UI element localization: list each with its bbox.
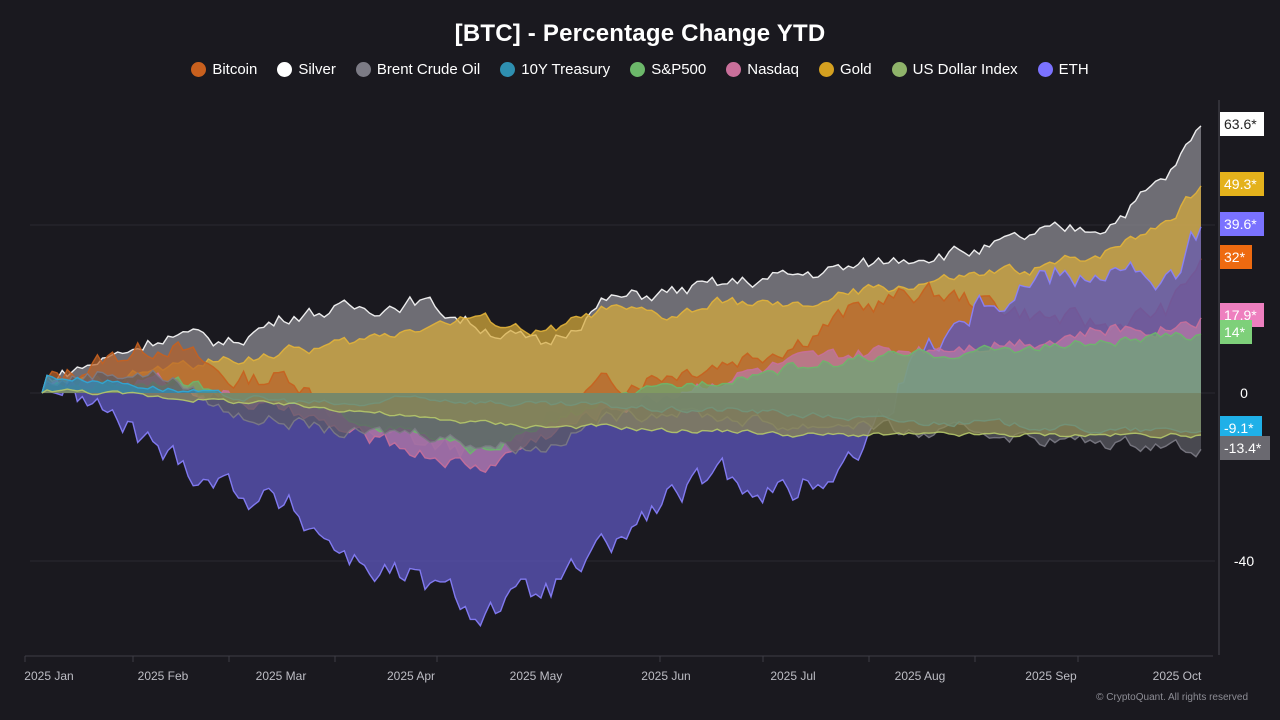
legend-label: Brent Crude Oil xyxy=(376,61,481,78)
last-value-badges: 63.6* 49.3* 39.6* 32* 17.9*14* -9.1* -13.4* xyxy=(1220,112,1270,460)
eth-dot-icon xyxy=(1037,62,1053,77)
badge-background xyxy=(1220,245,1252,269)
y-axis-labels: 0 -40 xyxy=(1234,385,1254,569)
legend-item-sp500[interactable]: S&P500 xyxy=(630,61,706,78)
badge-silver: 63.6* xyxy=(1220,112,1264,136)
legend-label: Silver xyxy=(298,61,336,78)
brent-dot-icon xyxy=(355,62,371,77)
x-axis-labels: 2025 Jan 2025 Feb 2025 Mar 2025 Apr 2025 May… xyxy=(24,669,1202,683)
badge-eth: 39.6* xyxy=(1220,212,1264,236)
badge-brent-crude-oil: -13.4* xyxy=(1220,436,1270,460)
badge-value: 63.6* xyxy=(1224,116,1257,132)
copyright-text: © CryptoQuant. All rights reserved xyxy=(1096,692,1248,703)
legend-label: Nasdaq xyxy=(747,61,799,78)
legend-item-bitcoin[interactable]: Bitcoin xyxy=(191,61,257,78)
badge-bitcoin: 32* xyxy=(1220,245,1252,269)
legend-item-nasdaq[interactable]: Nasdaq xyxy=(726,61,799,78)
legend-label: Gold xyxy=(839,61,872,78)
x-tick-label: 2025 May xyxy=(510,669,563,683)
silver-dot-icon xyxy=(277,62,293,77)
badge-value: 17.9* xyxy=(1224,307,1257,323)
badge-gold: 49.3* xyxy=(1220,172,1264,196)
legend-label: Bitcoin xyxy=(212,61,258,78)
legend-item-silver[interactable]: Silver xyxy=(277,61,336,78)
badge-background xyxy=(1220,212,1264,236)
x-tick-label: 2025 Feb xyxy=(138,669,189,683)
badge-background xyxy=(1220,172,1264,196)
series-areas xyxy=(41,125,1202,628)
x-tick-label: 2025 Aug xyxy=(895,669,946,683)
legend-item-us-dollar-index[interactable]: US Dollar Index xyxy=(891,61,1018,78)
x-tick-label: 2025 Oct xyxy=(1153,669,1202,683)
legend-label: 10Y Treasury xyxy=(521,61,611,78)
legend-label: ETH xyxy=(1058,61,1089,78)
badge-background xyxy=(1220,320,1252,344)
x-tick-label: 2025 Sep xyxy=(1025,669,1077,683)
axes xyxy=(24,100,1220,662)
x-tick-label: 2025 Jul xyxy=(770,669,815,683)
badge-s-p500: 14* xyxy=(1220,320,1252,344)
x-tick-label: 2025 Apr xyxy=(387,669,435,683)
series-line-gold xyxy=(41,185,1202,394)
chart-title: [BTC] - Percentage Change YTD xyxy=(454,20,826,47)
series-area-us-dollar-index xyxy=(42,389,1201,438)
y-tick-label: -40 xyxy=(1234,553,1254,569)
sp500-dot-icon xyxy=(630,62,646,77)
usd-dot-icon xyxy=(891,62,907,77)
x-tick-label: 2025 Mar xyxy=(256,669,307,683)
badge-background xyxy=(1220,436,1270,460)
badge-value: 49.3* xyxy=(1224,176,1257,192)
badge-value: 32* xyxy=(1224,249,1246,265)
series-line-us-dollar-index xyxy=(41,388,1202,439)
x-tick-label: 2025 Jan xyxy=(24,669,73,683)
legend-label: US Dollar Index xyxy=(912,61,1018,78)
treasury-dot-icon xyxy=(500,62,516,77)
legend-label: S&P500 xyxy=(651,61,707,78)
legend-item-gold[interactable]: Gold xyxy=(818,61,872,78)
gold-dot-icon xyxy=(818,62,834,77)
x-tick-label: 2025 Jun xyxy=(641,669,690,683)
badge-value: 39.6* xyxy=(1224,216,1257,232)
legend-item-brent-crude-oil[interactable]: Brent Crude Oil xyxy=(355,61,481,78)
badge-value: -9.1* xyxy=(1224,420,1254,436)
badge-background xyxy=(1220,112,1264,136)
badge-value: 14* xyxy=(1224,324,1246,340)
bitcoin-dot-icon xyxy=(191,62,207,77)
legend-item-10y-treasury[interactable]: 10Y Treasury xyxy=(500,61,610,78)
nasdaq-dot-icon xyxy=(726,62,742,77)
legend-item-eth[interactable]: ETH xyxy=(1037,61,1089,78)
series-line-silver xyxy=(41,125,1202,394)
badge-value: -13.4* xyxy=(1224,440,1262,456)
legend: Bitcoin Silver Brent Crude Oil 10Y Treas… xyxy=(0,61,1280,78)
series-line-eth xyxy=(41,226,1202,628)
y-tick-label: 0 xyxy=(1240,385,1248,401)
